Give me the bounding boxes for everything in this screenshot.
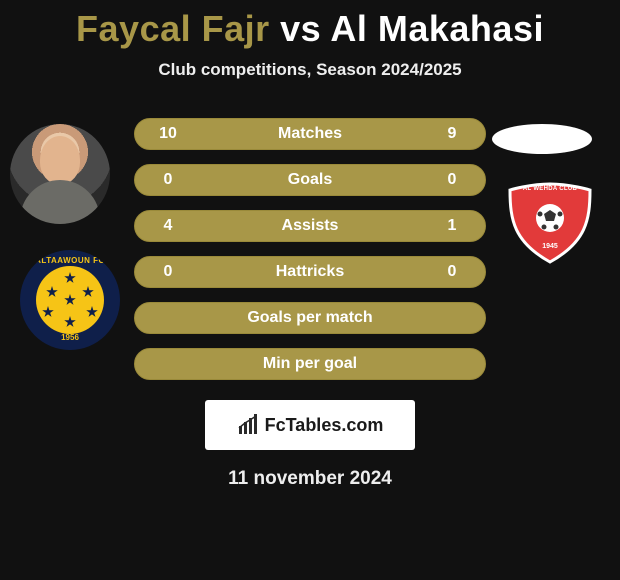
stat-left-value: 0	[153, 171, 183, 189]
club1-crest-inner	[36, 266, 104, 334]
club2-year: 1945	[500, 243, 600, 250]
stat-left-value: 4	[153, 217, 183, 235]
stat-label: Hattricks	[183, 263, 437, 281]
stat-right-value: 1	[437, 217, 467, 235]
stat-row: Min per goal	[134, 348, 486, 380]
title-player2: Al Makahasi	[330, 8, 544, 49]
stat-left-value: 0	[153, 263, 183, 281]
club1-crest: ALTAAWOUN FC 1956	[20, 250, 120, 350]
stat-row: Goals per match	[134, 302, 486, 334]
stat-row: 10Matches9	[134, 118, 486, 150]
club1-year: 1956	[20, 333, 120, 342]
fctables-badge[interactable]: FcTables.com	[205, 400, 415, 450]
stat-right-value: 0	[437, 171, 467, 189]
club2-crest: AL WEHDA CLUB 1945	[500, 180, 600, 266]
stat-row: 4Assists1	[134, 210, 486, 242]
stat-right-value: 9	[437, 125, 467, 143]
stat-row: 0Hattricks0	[134, 256, 486, 288]
fctables-badge-text: FcTables.com	[265, 415, 384, 436]
date-text: 11 november 2024	[0, 468, 620, 490]
title-player1: Faycal Fajr	[76, 8, 270, 49]
stat-left-value: 10	[153, 125, 183, 143]
stat-right-value: 0	[437, 263, 467, 281]
player1-avatar	[10, 124, 110, 224]
stat-label: Matches	[183, 125, 437, 143]
club1-name: ALTAAWOUN FC	[20, 256, 120, 265]
stat-label: Min per goal	[183, 355, 437, 373]
player2-avatar	[492, 124, 592, 154]
title-vs: vs	[280, 8, 321, 49]
subtitle: Club competitions, Season 2024/2025	[0, 60, 620, 80]
stat-label: Goals	[183, 171, 437, 189]
page-title: Faycal Fajr vs Al Makahasi	[0, 0, 620, 50]
stat-label: Goals per match	[183, 309, 437, 327]
club2-name: AL WEHDA CLUB	[500, 186, 600, 192]
stat-label: Assists	[183, 217, 437, 235]
stat-row: 0Goals0	[134, 164, 486, 196]
chart-icon	[237, 414, 259, 436]
